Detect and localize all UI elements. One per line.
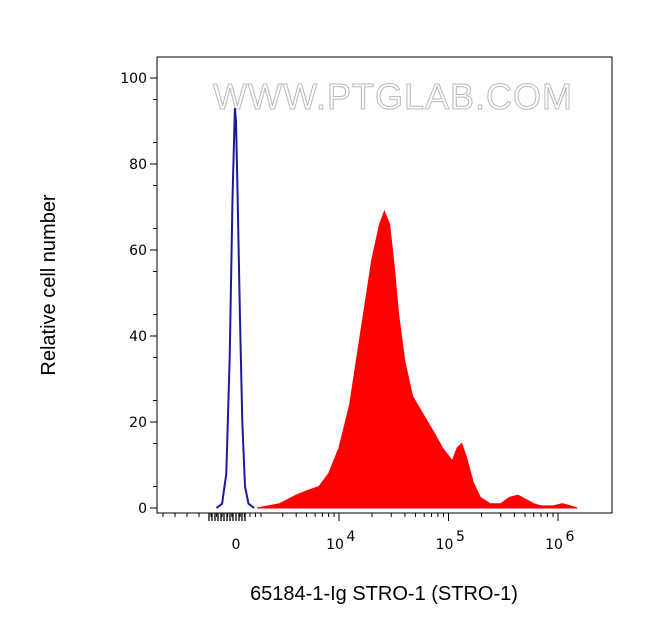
x-tick-label: 0: [232, 537, 241, 553]
watermark-text: WWW.PTGLAB.COM: [213, 76, 573, 117]
histogram-outline-series: [215, 108, 255, 509]
x-axis: 0 10 4 10 5 10 6: [162, 513, 575, 553]
y-tick-label: 60: [129, 243, 147, 259]
y-tick-label: 0: [138, 501, 147, 517]
series-layer: [215, 108, 578, 509]
y-tick-label: 20: [129, 415, 147, 431]
x-tick-label: 10: [545, 537, 563, 553]
plot-frame: [156, 56, 613, 514]
histogram-filled-series: [256, 209, 578, 509]
x-axis-title: 65184-1-Ig STRO-1 (STRO-1): [250, 583, 518, 605]
x-tick-exponent: 5: [456, 529, 465, 545]
y-tick-label: 40: [129, 329, 147, 345]
y-axis: 0 20 40 60 80 100: [120, 71, 157, 517]
y-axis-title: Relative cell number: [38, 194, 60, 376]
y-tick-label: 80: [129, 157, 147, 173]
x-tick-exponent: 4: [347, 529, 356, 545]
x-tick-label: 10: [326, 537, 344, 553]
x-tick-exponent: 6: [566, 529, 575, 545]
x-tick-label: 10: [436, 537, 454, 553]
y-tick-label: 100: [120, 71, 147, 87]
